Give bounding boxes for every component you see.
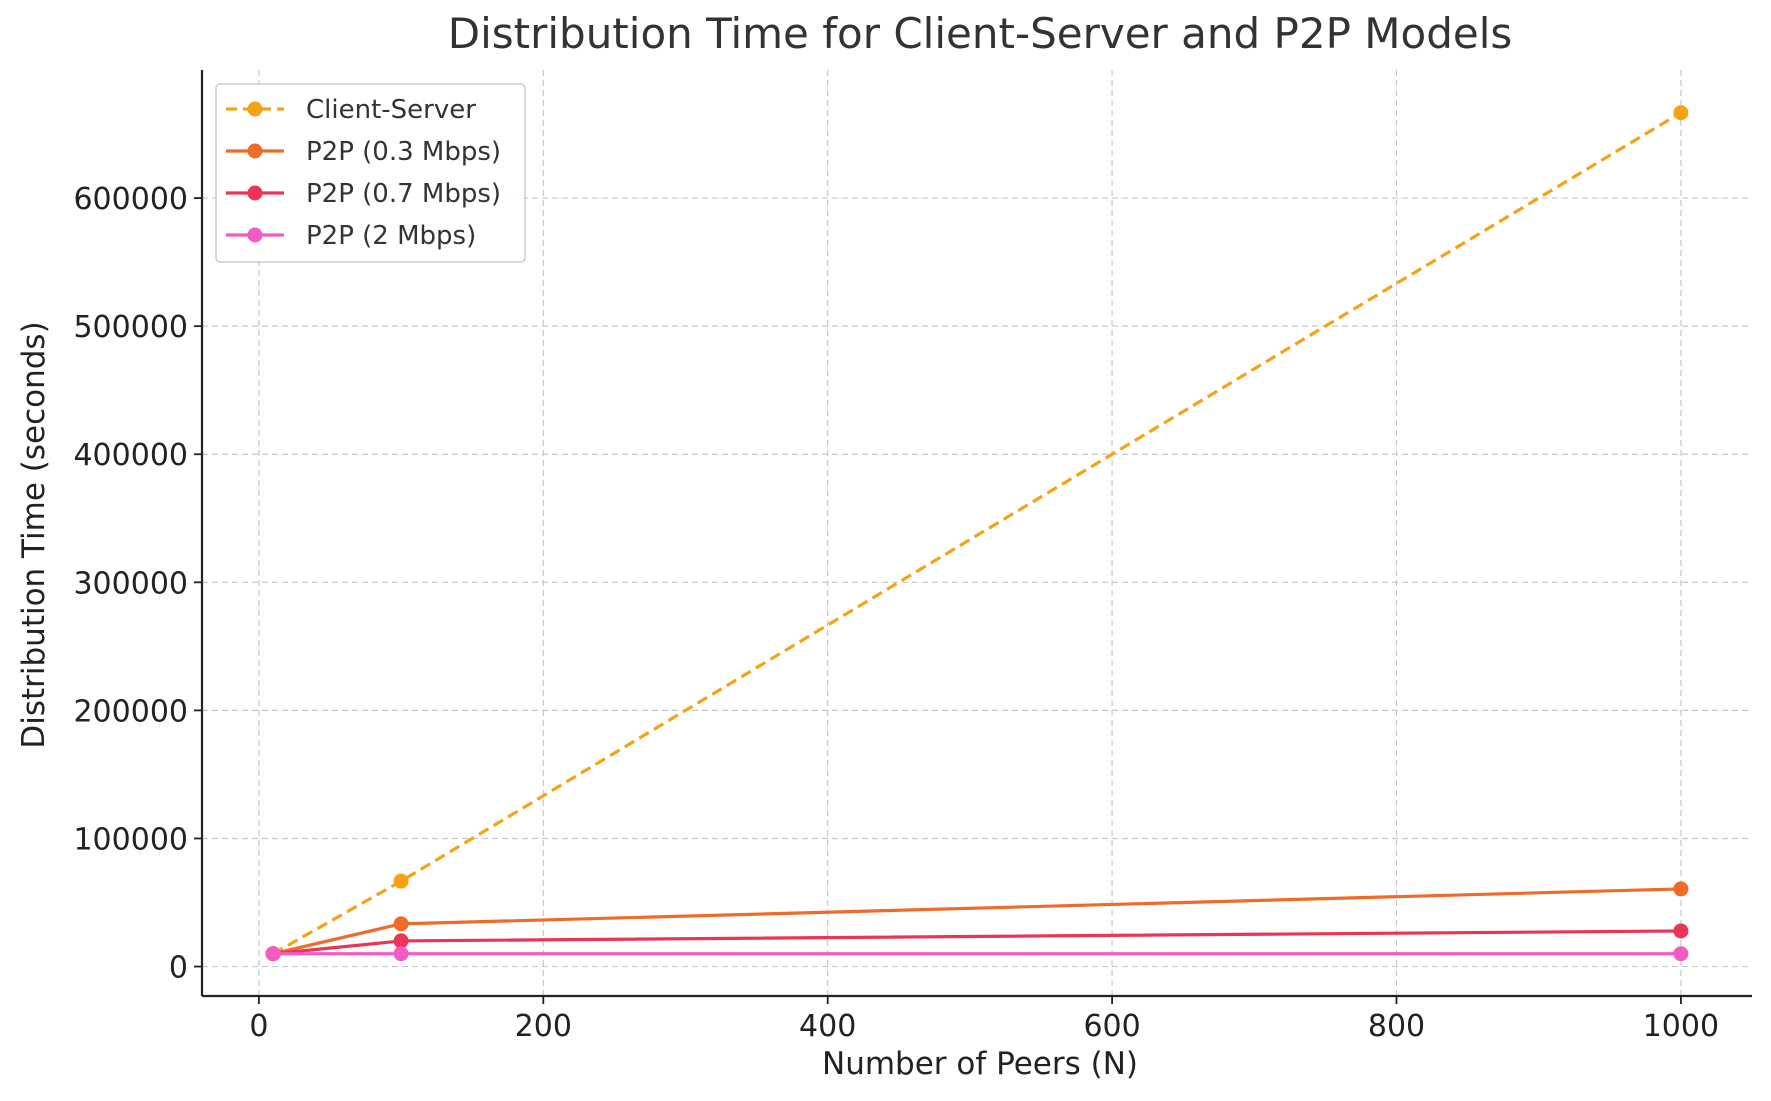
legend-label: P2P (0.7 Mbps) <box>306 179 501 209</box>
legend: Client-Server P2P (0.3 Mbps) P2P (0.7 Mbps… <box>215 83 526 263</box>
legend-label: P2P (0.3 Mbps) <box>306 137 501 167</box>
data-point <box>1673 881 1689 897</box>
legend-item: P2P (2 Mbps) <box>226 221 476 251</box>
x-tick-label: 200 <box>515 1009 572 1044</box>
x-tick-label: 600 <box>1083 1009 1140 1044</box>
ticks: 0 200 400 600 800 1000 0 100000 200000 300000 4000… <box>73 182 1719 1044</box>
legend-marker <box>247 227 263 243</box>
data-point <box>393 873 409 889</box>
series-line <box>272 929 1681 956</box>
axes <box>200 70 1752 998</box>
legend-marker <box>247 101 263 117</box>
y-tick-label: 0 <box>169 951 188 986</box>
data-point <box>393 933 409 949</box>
y-tick-label: 300000 <box>73 566 188 601</box>
legend-label: Client-Server <box>306 95 476 125</box>
x-tick-label: 800 <box>1368 1009 1425 1044</box>
legend-item: P2P (0.7 Mbps) <box>226 179 501 209</box>
series-3 <box>265 946 1689 962</box>
series-line <box>272 111 1682 956</box>
y-tick-label: 600000 <box>73 182 188 217</box>
series-1 <box>265 881 1689 962</box>
x-tick-label: 0 <box>249 1009 268 1044</box>
grid <box>202 70 1752 996</box>
legend-box <box>215 83 526 263</box>
data-point <box>393 916 409 932</box>
legend-item: P2P (0.3 Mbps) <box>226 137 501 167</box>
series-lines <box>265 105 1689 962</box>
legend-item: Client-Server <box>226 95 476 125</box>
y-tick-label: 200000 <box>73 694 188 729</box>
y-tick-label: 500000 <box>73 310 188 345</box>
y-axis-label: Distribution Time (seconds) <box>16 321 52 748</box>
y-tick-label: 100000 <box>73 822 188 857</box>
x-tick-label: 1000 <box>1643 1009 1719 1044</box>
chart-title: Distribution Time for Client-Server and … <box>448 9 1513 58</box>
legend-marker <box>247 143 263 159</box>
legend-label: P2P (2 Mbps) <box>306 221 476 251</box>
x-axis-label: Number of Peers (N) <box>822 1046 1138 1082</box>
data-point <box>1673 923 1689 939</box>
data-point <box>393 946 409 962</box>
x-tick-label: 400 <box>799 1009 856 1044</box>
data-point <box>1673 105 1689 121</box>
series-line <box>272 887 1681 956</box>
y-tick-label: 400000 <box>73 438 188 473</box>
data-point <box>1673 946 1689 962</box>
data-point <box>265 946 281 962</box>
series-2 <box>265 923 1689 962</box>
legend-marker <box>247 185 263 201</box>
